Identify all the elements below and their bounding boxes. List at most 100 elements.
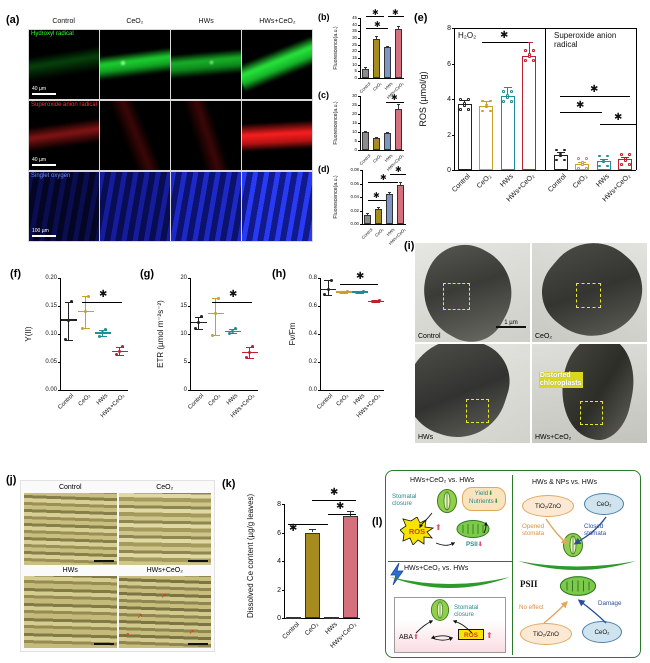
panel-f-label: (f) [10, 268, 21, 280]
micrograph-superoxide-hws [171, 100, 241, 171]
panel-h-point-2-0 [355, 291, 359, 295]
panel-h-ytick-2: 0.4 [308, 331, 317, 337]
tem-image-hws: HWs [415, 344, 530, 443]
micrograph-superoxide-control: Superoxide anion radical 40 µm [29, 100, 99, 171]
tem-annotation: Distorted chloroplasts [538, 371, 583, 388]
roi-box-control [442, 282, 471, 311]
panel-e-ytick-3: 6 [447, 60, 451, 68]
panel-b-ytick-6: 30 [352, 35, 357, 40]
panel-a-column-headers: Control CeO₂ HWs HWs+CeO₂ [28, 18, 313, 29]
panel-f-y-title: Y(II) [24, 326, 33, 342]
roi-box-hws-ceo2 [580, 401, 604, 426]
panel-h-star-0: ✱ [356, 271, 365, 282]
panel-c-ytick-4: 20 [352, 111, 357, 116]
panel-k-ytick-1: 2 [277, 586, 281, 594]
panel-e-sigline-0 [482, 42, 528, 43]
panel-h-y-axis [320, 278, 321, 390]
panel-b-sigline-0 [366, 28, 388, 29]
panel-d-bar-2 [386, 194, 393, 224]
scalebar-hydroxyl-control: 40 µm [32, 86, 56, 96]
panel-d-bar-1 [375, 209, 382, 224]
panel-g-y-title: ETR (µmol m⁻²s⁻²) [156, 300, 165, 368]
panel-f-star-0: ✱ [99, 289, 108, 300]
panel-e-star-1: ✱ [590, 84, 599, 95]
panel-k-star-1: ✱ [330, 487, 339, 498]
panel-g-ytick-4: 20 [180, 275, 187, 281]
panel-g-whisker-1 [215, 298, 216, 336]
panel-g-label: (g) [140, 268, 155, 280]
panel-f-point-0-1 [67, 318, 70, 322]
panel-l-opened-stomata-label: Opened stomata [522, 523, 545, 537]
row-label-hydroxyl: Hydroxyl radical [31, 31, 74, 37]
panel-b-ytick-3: 15 [352, 55, 357, 60]
panel-d-ytick-2: 0.04 [350, 194, 359, 199]
panel-a-col-3: HWs+CeO₂ [259, 18, 296, 25]
panel-c-ytick-2: 10 [352, 129, 357, 134]
panel-l-cloud-tio2zno-1: TiO₂/ZnO [522, 495, 574, 517]
panel-j-leaf-images: Control CeO₂ HWs HWs+CeO₂ ➚ ➚ ➚ ➚ [20, 480, 215, 652]
panel-k-star-2: ✱ [336, 501, 345, 512]
panel-f-point-2-0 [97, 334, 101, 338]
panel-b-ytick-8: 40 [352, 21, 357, 27]
panel-e-group1-title: H₂O₂ [458, 31, 477, 40]
panel-l-mechanism-box [394, 597, 506, 653]
panel-g-point-0-1 [197, 320, 200, 324]
panel-a-col-2: HWs [198, 18, 214, 25]
panel-e-sigline-2 [560, 112, 602, 113]
panel-e-chart: 0 2 4 6 8 ROS (µmol/g) H₂O₂ Superoxide anion ra… [418, 24, 645, 234]
panel-d-bar-3 [397, 184, 404, 224]
panel-c-bar-0 [362, 132, 369, 150]
panel-b-sigline-1 [366, 16, 384, 17]
panel-c-bar-3 [395, 108, 402, 150]
panel-l-horizontal-divider [388, 561, 512, 563]
panel-g-ytick-0: 0 [183, 387, 187, 393]
micrograph-superoxide-ceo2 [100, 100, 170, 171]
panel-b-ytick-4: 20 [352, 48, 357, 54]
panel-b-bar-0 [362, 68, 369, 78]
panel-c-y-axis [360, 96, 361, 150]
panel-d-ytick-0: 0.00 [350, 221, 359, 226]
panel-d-sigline-2 [390, 174, 406, 175]
panel-l-stoma-icon-3 [563, 533, 583, 557]
tem-label-hws: HWs [418, 434, 434, 441]
panel-e-ytick-2: 4 [447, 96, 451, 103]
panel-g-ytick-2: 10 [180, 331, 187, 337]
panel-b-bar-2 [384, 47, 391, 78]
panel-f-point-3-2 [121, 345, 125, 349]
panel-g-point-0-2 [200, 315, 204, 319]
panel-l-psii-label-2: PSII [520, 579, 538, 589]
panel-d-ytick-4: 0.08 [350, 167, 359, 172]
panel-k-chart: 0 2 4 6 8 Dissolved Ce content (µg/g leaves) C… [236, 486, 371, 654]
panel-l-ros-up-arrow-2: ⬆ [486, 631, 493, 640]
panel-h-point-2-2 [361, 289, 365, 293]
panel-h-point-3-1 [374, 299, 378, 303]
panel-l-tl-title: HWs+CeO₂ vs. HWs [410, 477, 475, 484]
row-label-singlet: Singlet oxygen [31, 172, 71, 179]
panel-e-right-spine [636, 28, 637, 170]
panel-h-point-1-2 [345, 289, 349, 293]
panel-b-bar-1 [373, 39, 380, 78]
tem-annotation-line2: chloroplasts [539, 379, 582, 387]
panel-h-ytick-3: 0.6 [308, 303, 317, 309]
panel-k-y-axis [284, 504, 285, 618]
panel-l-yield-nutrients-box: Yield⬇ Nutrients⬇ [462, 487, 506, 511]
panel-f-ytick-3: 0.15 [45, 303, 57, 309]
panel-h-label: (h) [272, 268, 287, 280]
panel-f-point-3-0 [114, 353, 118, 357]
panel-l-aba-label: ABA⬆ [399, 634, 419, 641]
panel-l-no-effect-label: No effect [519, 604, 544, 611]
tem-image-control: 1 µm Control [415, 243, 530, 342]
tem-label-ceo2: CeO₂ [535, 333, 553, 340]
panel-c-ytick-6: 30 [352, 93, 357, 98]
panel-l-ros-up-arrow-1: ⬆ [435, 523, 442, 532]
panel-f-ytick-1: 0.05 [45, 359, 57, 365]
panel-f-point-2-1 [101, 331, 104, 335]
panel-g-point-1-2 [217, 296, 221, 300]
panel-f-ytick-0: 0.00 [45, 387, 57, 393]
panel-l-damage-label: Damage [598, 600, 622, 607]
panel-l-leaf-shape [390, 577, 510, 588]
damage-arrow-2: ➚ [137, 613, 143, 620]
damage-arrow-1: ➚ [161, 592, 167, 600]
panel-e-star-0: ✱ [500, 30, 509, 41]
panel-g-x-axis [190, 390, 258, 391]
